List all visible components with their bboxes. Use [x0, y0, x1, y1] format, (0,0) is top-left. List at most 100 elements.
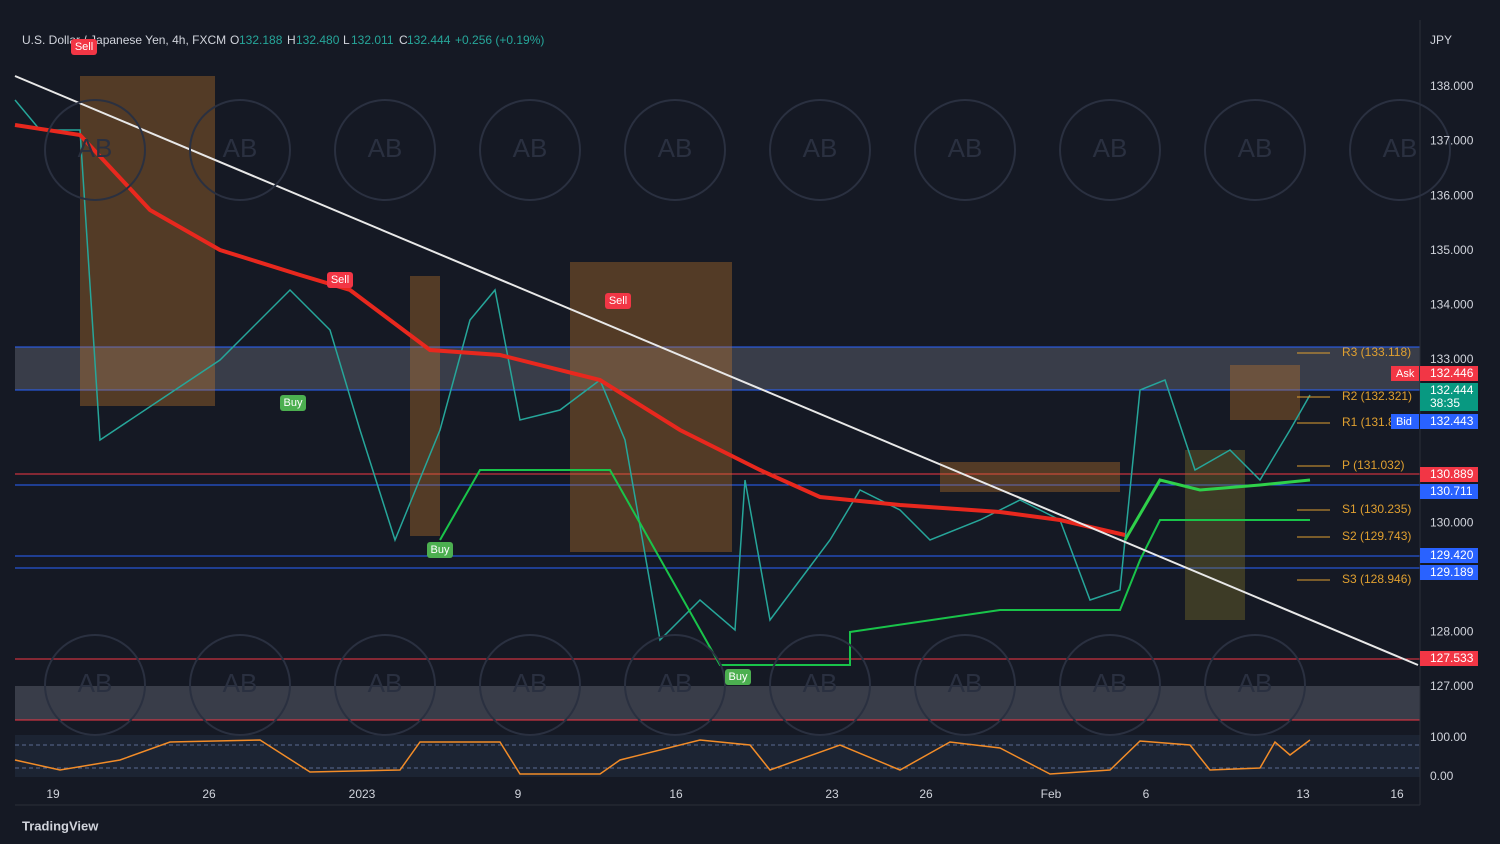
watermark: AB [513, 133, 548, 163]
time-label: 13 [1296, 787, 1310, 801]
watermark: AB [1093, 668, 1128, 698]
pivot-label: P (131.032) [1342, 458, 1405, 472]
signal-label: Sell [331, 274, 349, 286]
signal-label: Sell [75, 41, 93, 53]
watermark: AB [1093, 133, 1128, 163]
watermark-ring [624, 634, 726, 736]
time-label: 26 [202, 787, 216, 801]
signal-badge [427, 542, 453, 558]
watermark-ring [914, 99, 1016, 201]
watermark: AB [223, 133, 258, 163]
watermark-ring [1349, 99, 1451, 201]
price-label: 137.000 [1430, 134, 1474, 148]
watermark-ring [914, 634, 1016, 736]
signal-label: Buy [431, 544, 450, 556]
watermark: AB [803, 133, 838, 163]
support-line [439, 469, 1310, 666]
price-badge-value: 130.711 [1430, 484, 1473, 498]
header-close: 132.444 [407, 33, 451, 47]
price-label: 135.000 [1430, 243, 1474, 257]
header-high: 132.480 [296, 33, 340, 47]
watermark: AB [78, 133, 113, 163]
oscillator-label: 100.00 [1430, 730, 1467, 744]
watermark: AB [368, 668, 403, 698]
time-label: Feb [1041, 787, 1062, 801]
watermark-ring [769, 99, 871, 201]
price-badge-value: 129.420 [1430, 548, 1474, 562]
zone [15, 686, 1420, 720]
pivot-label: S1 (130.235) [1342, 502, 1411, 516]
signal-label: Buy [284, 397, 303, 409]
header-change: +0.256 (+0.19%) [455, 33, 544, 47]
watermark: AB [658, 133, 693, 163]
header-open: 132.188 [239, 33, 283, 47]
price-badge-value: 132.444 [1430, 383, 1474, 397]
watermark: AB [1383, 133, 1418, 163]
header-low: 132.011 [351, 33, 394, 47]
pivot-label: S2 (129.743) [1342, 529, 1411, 543]
time-label: 16 [669, 787, 683, 801]
price-badge [1420, 484, 1478, 499]
watermark-ring [189, 99, 291, 201]
badge-tag [1391, 414, 1419, 429]
header-low-label: L [343, 33, 350, 47]
oscillator-line [14, 739, 1311, 775]
watermark-ring [479, 99, 581, 201]
watermark: AB [368, 133, 403, 163]
watermark: AB [658, 668, 693, 698]
watermark-ring [44, 634, 146, 736]
watermark: AB [78, 668, 113, 698]
badge-tag-label: Ask [1396, 368, 1415, 380]
zone [15, 347, 1420, 390]
time-label: 2023 [349, 787, 376, 801]
pivot-label: R2 (132.321) [1342, 389, 1412, 403]
price-badge-value: 132.443 [1430, 414, 1474, 428]
box [1185, 450, 1245, 620]
time-label: 16 [1390, 787, 1404, 801]
box [1230, 365, 1300, 420]
price-label: 134.000 [1430, 297, 1474, 311]
time-label: 23 [825, 787, 839, 801]
watermark-ring [334, 634, 436, 736]
footer: TradingView [22, 818, 99, 833]
price-badge-value: 130.889 [1430, 467, 1474, 481]
time-label: 26 [919, 787, 933, 801]
price-line [14, 99, 1311, 642]
watermark: AB [948, 668, 983, 698]
header-symbol: U.S. Dollar / Japanese Yen, 4h, FXCM [22, 33, 226, 47]
box [80, 76, 215, 406]
moving-average [14, 123, 1126, 537]
watermark: AB [803, 668, 838, 698]
watermark-ring [1059, 99, 1161, 201]
watermark: AB [1238, 133, 1273, 163]
badge-tag-label: Bid [1396, 416, 1412, 428]
watermark-ring [44, 99, 146, 201]
watermark-ring [624, 99, 726, 201]
price-badge [1420, 548, 1478, 563]
watermark-ring [334, 99, 436, 201]
price-badge-value: 129.189 [1430, 565, 1474, 579]
signal-badge [725, 669, 751, 685]
watermark-ring [1204, 634, 1306, 736]
price-label: 130.000 [1430, 516, 1474, 530]
header-high-label: H [287, 33, 296, 47]
badge-tag [1391, 366, 1419, 381]
time-label: 6 [1143, 787, 1150, 801]
price-badge [1420, 366, 1478, 381]
watermark: AB [513, 668, 548, 698]
signal-label: Sell [609, 295, 627, 307]
price-badge [1420, 467, 1478, 482]
price-badge-value: 132.446 [1430, 366, 1474, 380]
watermark-ring [189, 634, 291, 736]
signal-badge [280, 395, 306, 411]
price-badge [1420, 565, 1478, 580]
box [570, 262, 732, 552]
currency: JPY [1430, 33, 1452, 47]
price-badge [1420, 383, 1478, 411]
watermark-ring [479, 634, 581, 736]
time-label: 9 [515, 787, 522, 801]
header-open-label: O [230, 33, 239, 47]
